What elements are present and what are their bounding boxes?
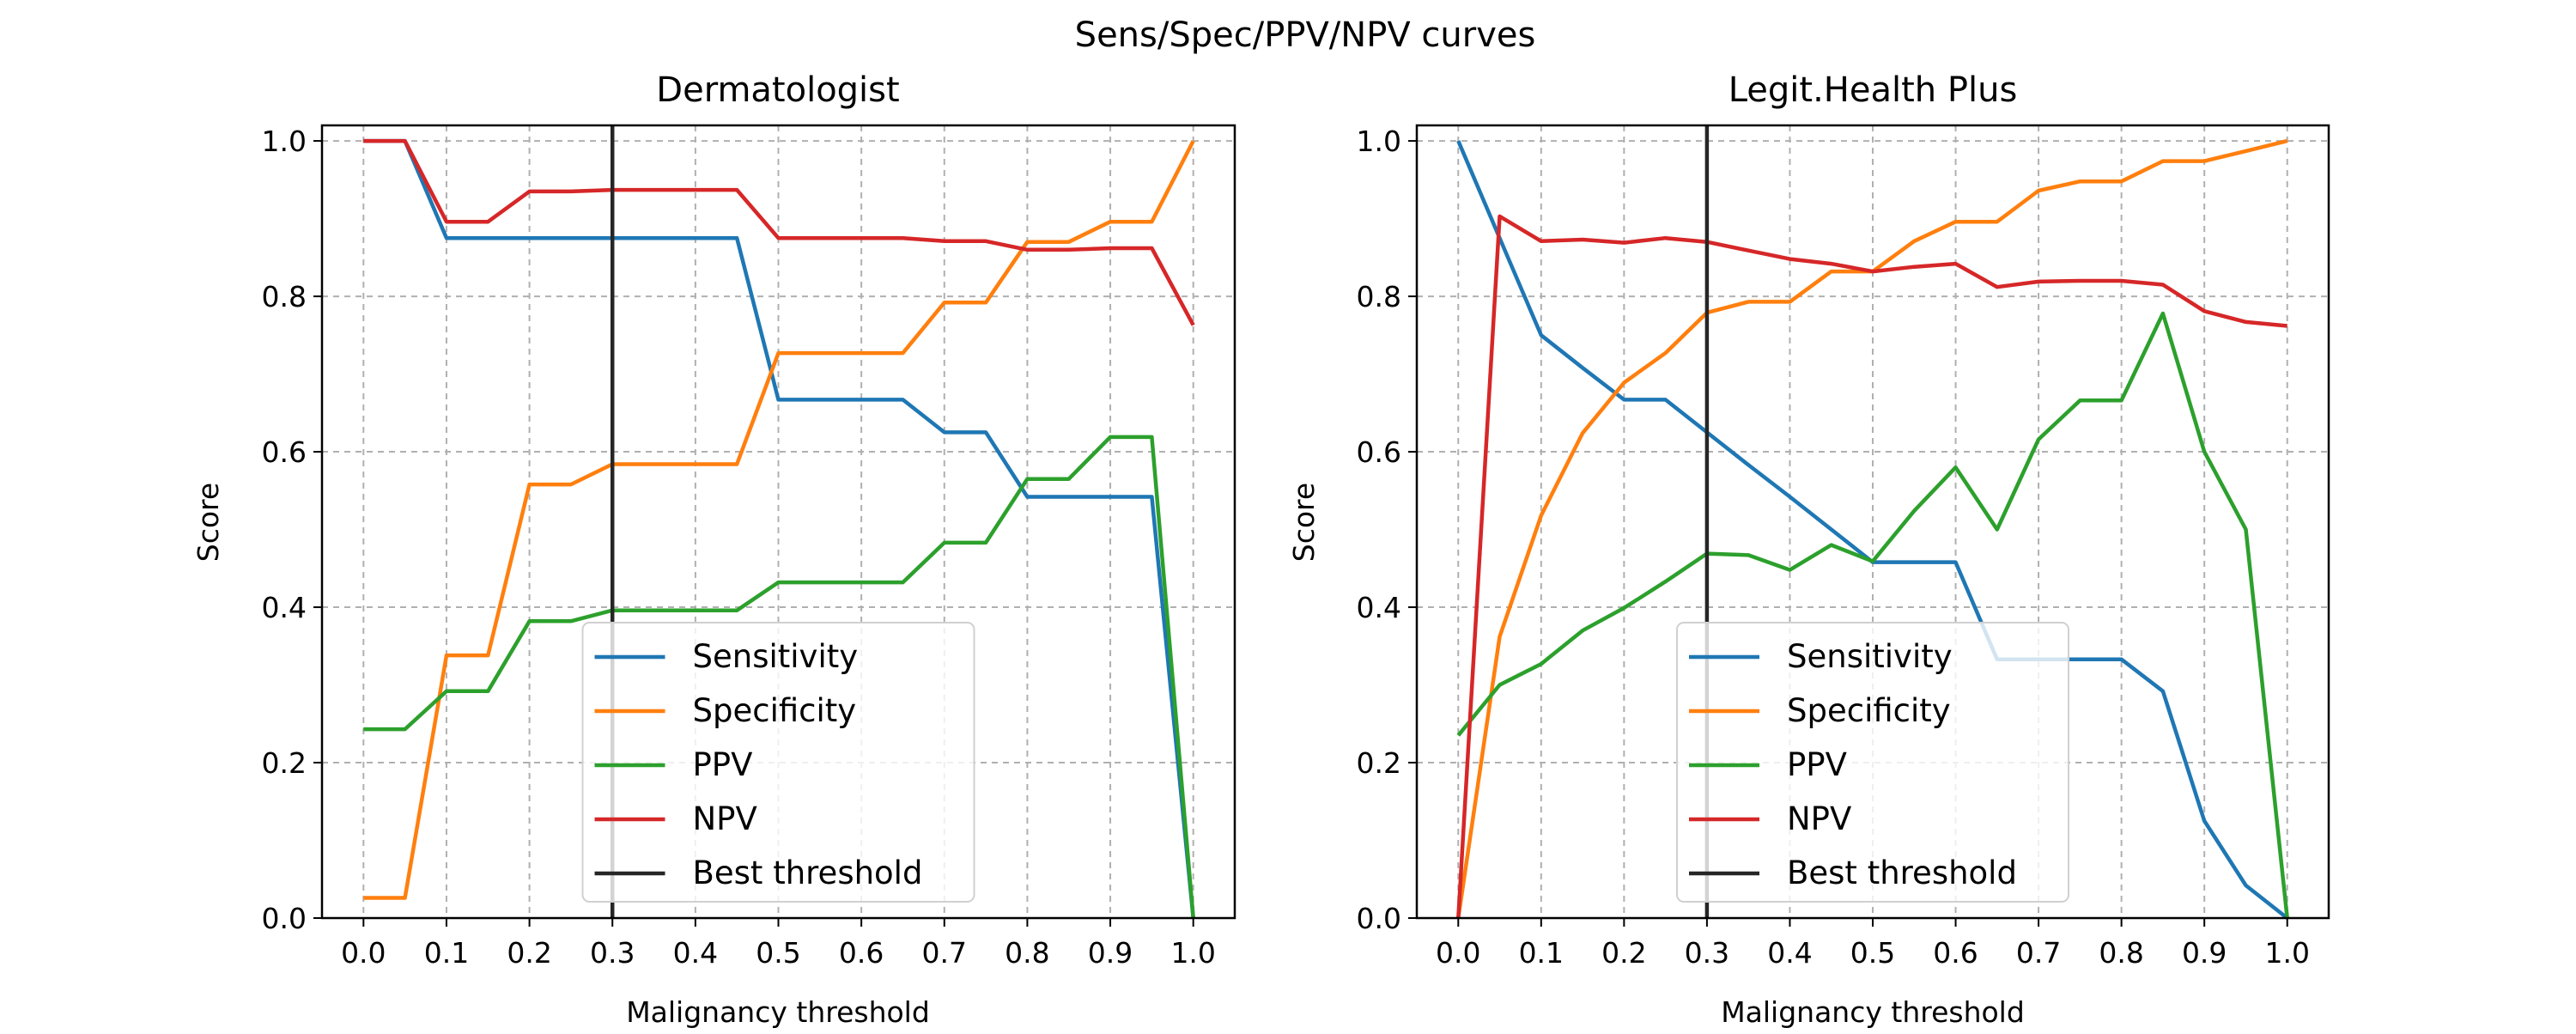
- y-tick-label: 0.0: [1357, 902, 1401, 935]
- ticks: 0.0 0.1 0.2 0.3 0.4 0.5 0.6 0.7 0.8 0.9 1.0 0.0 0.2 0…: [1357, 125, 2310, 970]
- x-axis-label: Malignancy threshold: [626, 995, 930, 1029]
- x-tick-label: 0.6: [839, 936, 884, 970]
- x-tick-label: 0.1: [1519, 936, 1564, 970]
- legend-box: [1676, 622, 2069, 903]
- legend-label: NPV: [693, 800, 757, 837]
- x-tick-label: 0.0: [1436, 936, 1480, 970]
- x-tick-label: 0.8: [1005, 936, 1049, 970]
- x-tick-label: 0.3: [1685, 936, 1729, 970]
- x-tick-label: 0.3: [590, 936, 635, 970]
- y-tick-label: 0.2: [1357, 746, 1401, 780]
- legend-label: PPV: [1787, 746, 1847, 783]
- series-lines: [1456, 125, 2289, 920]
- x-tick-label: 0.6: [1933, 936, 1978, 970]
- subplot-dermatologist: Dermatologist Malignancy threshold Score…: [191, 70, 1236, 1029]
- y-tick-label: 0.8: [262, 280, 307, 313]
- y-tick-label: 0.2: [262, 746, 307, 780]
- series-line-specificity: [363, 140, 1195, 900]
- x-tick-label: 1.0: [2264, 936, 2309, 970]
- subplot-title: Dermatologist: [656, 70, 899, 110]
- x-tick-label: 0.9: [2182, 936, 2227, 970]
- legend-label: PPV: [693, 746, 753, 783]
- legend: Sensitivity Specificity PPV NPV Best thresho…: [581, 622, 975, 903]
- legend-label: Best threshold: [1787, 855, 2017, 891]
- x-tick-label: 0.5: [756, 936, 800, 970]
- axes-frame: [1415, 124, 2330, 920]
- x-tick-label: 0.8: [2099, 936, 2143, 970]
- axes-frame: [320, 124, 1236, 920]
- series-line-npv: [1456, 214, 2287, 919]
- x-tick-label: 0.2: [1601, 936, 1646, 970]
- y-tick-label: 0.8: [1357, 280, 1401, 313]
- x-axis-label: Malignancy threshold: [1721, 995, 2025, 1029]
- x-tick-label: 1.0: [1170, 936, 1215, 970]
- x-tick-label: 0.7: [2016, 936, 2061, 970]
- series-line-npv: [363, 138, 1195, 326]
- series-line-ppv: [1456, 311, 2289, 919]
- x-tick-label: 0.0: [341, 936, 386, 970]
- x-tick-label: 0.9: [1088, 936, 1133, 970]
- x-tick-label: 0.5: [1850, 936, 1895, 970]
- y-tick-label: 0.6: [262, 435, 307, 469]
- x-tick-label: 0.2: [507, 936, 551, 970]
- y-tick-label: 1.0: [1357, 125, 1401, 158]
- subplot-legit-health-plus: Legit.Health Plus Malignancy threshold S…: [1287, 70, 2330, 1029]
- subplot-title: Legit.Health Plus: [1728, 70, 2018, 110]
- x-tick-label: 0.4: [1767, 936, 1812, 970]
- legend-label: NPV: [1787, 800, 1851, 837]
- x-tick-label: 0.7: [922, 936, 967, 970]
- legend-label: Specificity: [1787, 692, 1951, 729]
- y-tick-label: 0.4: [1357, 591, 1401, 624]
- figure-suptitle: Sens/Spec/PPV/NPV curves: [1075, 15, 1536, 55]
- x-tick-label: 0.1: [424, 936, 469, 970]
- legend-box: [581, 622, 975, 903]
- y-axis-label: Score: [1287, 483, 1321, 562]
- series-line-ppv: [363, 435, 1195, 919]
- legend-label: Sensitivity: [1787, 638, 1953, 675]
- legend-label: Sensitivity: [693, 638, 859, 675]
- y-tick-label: 0.6: [1357, 435, 1401, 469]
- legend: Sensitivity Specificity PPV NPV Best thresho…: [1676, 622, 2069, 903]
- legend-label: Best threshold: [693, 855, 923, 891]
- ticks: 0.0 0.1 0.2 0.3 0.4 0.5 0.6 0.7 0.8 0.9 1.0 0.0 0.2 0…: [262, 125, 1216, 970]
- y-tick-label: 0.4: [262, 591, 307, 624]
- series-line-sensitivity: [363, 138, 1195, 919]
- legend-label: Specificity: [693, 692, 857, 729]
- y-tick-label: 1.0: [262, 125, 307, 158]
- x-tick-label: 0.4: [673, 936, 718, 970]
- y-axis-label: Score: [191, 483, 225, 562]
- y-tick-label: 0.0: [262, 902, 307, 935]
